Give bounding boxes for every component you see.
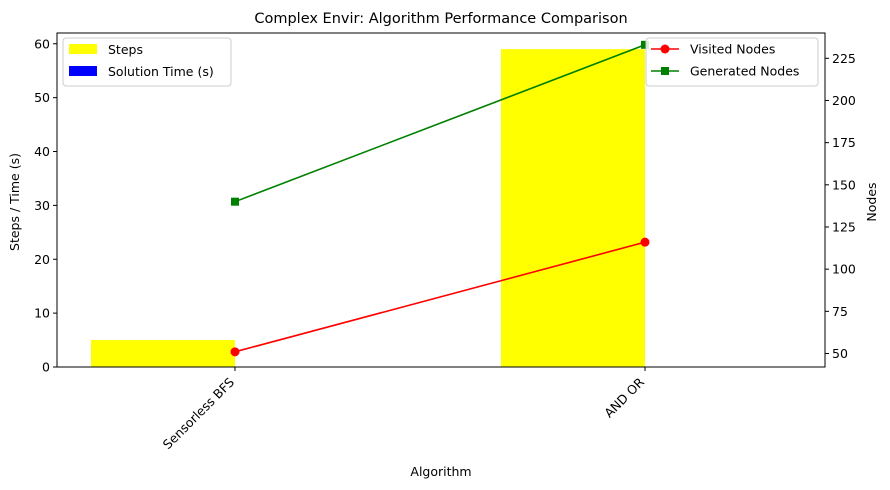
x-tick-label: AND OR <box>601 374 647 420</box>
legend-marker-1 <box>661 67 669 75</box>
y-tick-label-left: 40 <box>34 144 50 159</box>
legend-swatch-1 <box>69 66 97 76</box>
point-visited-nodes-0 <box>230 347 240 357</box>
legend-label-right-1: Generated Nodes <box>690 64 799 79</box>
point-visited-nodes-1 <box>640 237 650 247</box>
y-tick-label-right: 100 <box>832 262 856 277</box>
y-tick-label-left: 30 <box>34 198 50 213</box>
y-tick-label-left: 10 <box>34 306 50 321</box>
y-tick-label-left: 60 <box>34 36 50 51</box>
legend-label-left-1: Solution Time (s) <box>108 64 214 79</box>
x-tick-label: Sensorless BFS <box>160 374 237 451</box>
legend-swatch-0 <box>69 44 97 54</box>
y-tick-label-right: 200 <box>832 93 856 108</box>
legend-left-box <box>62 37 232 87</box>
y-tick-label-right: 75 <box>832 304 848 319</box>
legend-right-box <box>645 37 819 87</box>
line-visited-nodes <box>234 241 646 353</box>
y-tick-label-left: 0 <box>42 360 50 375</box>
bar-steps-1 <box>501 49 645 368</box>
plot-frame <box>56 32 826 368</box>
legend-label-left-0: Steps <box>108 42 143 57</box>
legend-marker-0 <box>660 44 670 54</box>
y-tick-label-left: 50 <box>34 90 50 105</box>
y-axis-label-left: Steps / Time (s) <box>7 153 22 251</box>
y-tick-label-right: 125 <box>832 219 856 234</box>
plot-area: 0 10 20 30 40 50 60 50 75 100 125 150 175 200 225 Senso… <box>34 32 856 452</box>
point-generated-nodes-1 <box>641 40 649 49</box>
y-tick-label-right: 225 <box>832 51 856 66</box>
chart-title: Complex Envir: Algorithm Performance Com… <box>254 11 627 27</box>
bar-steps-0 <box>91 340 235 367</box>
y-tick-label-right: 50 <box>832 346 848 361</box>
legend-label-right-0: Visited Nodes <box>690 42 775 57</box>
line-generated-nodes <box>234 44 646 203</box>
x-axis-label: Algorithm <box>410 464 471 479</box>
y-tick-label-left: 20 <box>34 252 50 267</box>
y-axis-label-right: Nodes <box>864 182 879 221</box>
point-generated-nodes-0 <box>231 197 239 206</box>
y-tick-label-right: 175 <box>832 135 856 150</box>
y-tick-label-right: 150 <box>832 177 856 192</box>
